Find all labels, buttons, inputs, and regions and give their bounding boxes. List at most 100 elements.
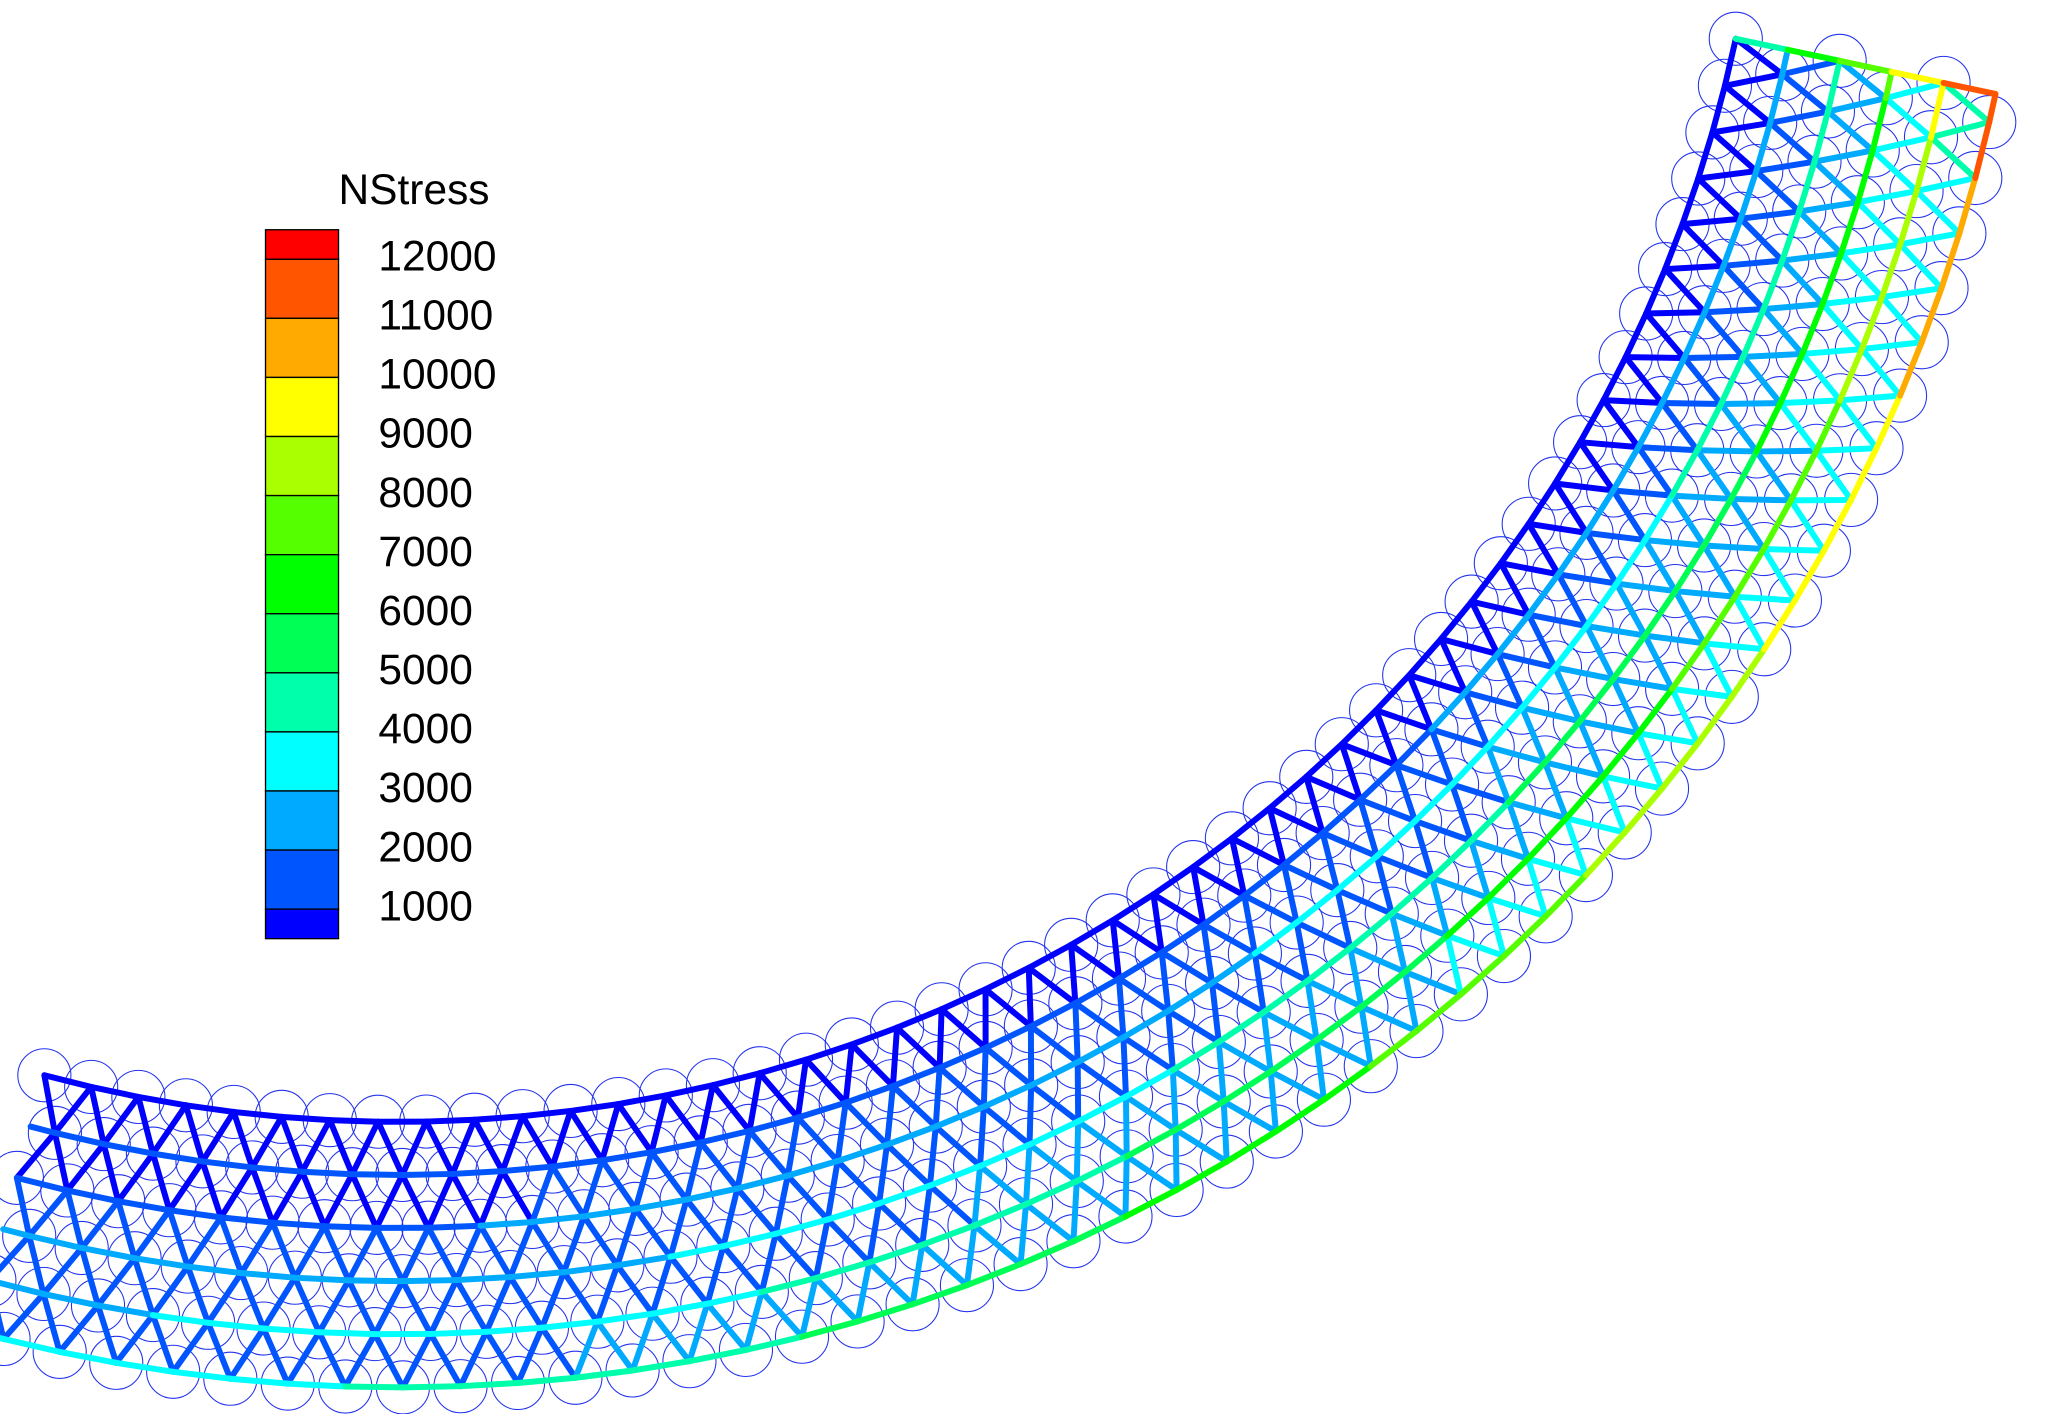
mesh-edge <box>938 986 989 1013</box>
mesh-edge <box>1796 208 1845 257</box>
mesh-edge <box>1027 1000 1079 1030</box>
mesh-edge <box>1070 1178 1080 1245</box>
mesh-edge <box>1928 119 1993 141</box>
mesh-edge <box>1555 571 1590 630</box>
mesh-edge <box>632 1205 674 1260</box>
mesh-edge <box>848 1041 896 1090</box>
mesh-edge <box>1642 588 1679 639</box>
mesh-edge <box>1251 950 1311 984</box>
mesh-edge <box>427 1330 464 1390</box>
mesh-edge <box>667 1196 690 1260</box>
mesh-edge <box>1761 597 1798 653</box>
mesh-edge <box>683 1196 727 1250</box>
mesh-edge <box>549 1107 574 1170</box>
mesh-edge <box>704 1288 765 1307</box>
legend-swatch <box>264 731 340 792</box>
mesh-edge <box>1720 262 1767 313</box>
mesh-edge <box>1824 108 1876 154</box>
mesh-edge <box>399 1277 460 1285</box>
mesh-edge <box>1938 230 1963 292</box>
mesh-edge <box>1672 542 1708 595</box>
mesh-edge <box>758 1275 819 1295</box>
mesh-edge <box>1074 1034 1127 1066</box>
mesh-edge <box>1854 147 1876 206</box>
mesh-edge <box>1303 741 1345 780</box>
mesh-edge <box>1701 542 1738 600</box>
node-circle <box>1708 11 1763 66</box>
mesh-edge <box>1293 919 1354 952</box>
mesh-edge <box>742 1288 765 1353</box>
node-circle <box>1539 791 1594 846</box>
legend-swatch <box>264 553 340 615</box>
mesh-edge <box>1190 864 1207 928</box>
mesh-edge <box>560 1262 621 1276</box>
mesh-edge <box>1303 773 1364 803</box>
mesh-edge <box>135 1093 189 1109</box>
mesh-edge <box>1402 968 1464 998</box>
mesh-edge <box>549 1163 587 1220</box>
mesh-edge <box>1583 529 1620 587</box>
mesh-edge <box>1837 392 1904 404</box>
mesh-edge <box>812 1216 831 1282</box>
mesh-edge <box>170 1368 234 1382</box>
node-circle <box>662 1334 717 1389</box>
node-circle <box>1217 868 1272 923</box>
mesh-edge <box>1848 445 1880 503</box>
mesh-edge <box>1854 199 1904 248</box>
node-circle <box>1470 626 1525 682</box>
mesh-edge <box>1468 837 1531 862</box>
mesh-edge <box>1525 571 1562 618</box>
mesh-edge <box>1017 1201 1030 1268</box>
mesh-edge <box>1555 571 1620 587</box>
mesh-edge <box>1869 95 1889 154</box>
mesh-edge <box>1600 397 1666 406</box>
mesh-edge <box>982 964 1032 993</box>
mesh-edge <box>1358 1003 1374 1070</box>
mesh-edge <box>1940 79 1999 97</box>
mesh-edge <box>1679 221 1727 269</box>
mesh-edge <box>971 1222 1024 1268</box>
mesh-edge <box>963 1222 978 1289</box>
mesh-edge <box>742 1333 806 1353</box>
node-circle <box>16 1266 71 1322</box>
mesh-edge <box>538 1269 567 1331</box>
mesh-edge <box>734 1185 779 1237</box>
mesh-edge <box>1577 397 1607 446</box>
mesh-edge <box>41 1072 95 1090</box>
mesh-edge <box>88 1083 107 1148</box>
node-circle <box>1413 611 1469 667</box>
node-circle <box>1685 105 1740 160</box>
mesh-edge <box>1600 773 1628 836</box>
mesh-edge <box>1732 35 1786 78</box>
mesh-edge <box>1497 520 1532 567</box>
node-circle <box>748 1206 803 1261</box>
node-circle <box>1704 669 1759 724</box>
mesh-edge <box>1017 1238 1077 1268</box>
mesh-edge <box>1635 730 1701 747</box>
mesh-edge <box>1165 1007 1222 1045</box>
mesh-edge <box>1659 399 1701 454</box>
node-circle <box>885 1277 940 1332</box>
mesh-edge <box>812 1275 861 1325</box>
mesh-edge <box>115 1198 173 1214</box>
mesh-edge <box>1838 250 1885 301</box>
mesh-edge <box>1494 651 1558 671</box>
mesh-edge <box>1072 1000 1127 1041</box>
mesh-edge <box>1635 685 1676 737</box>
mesh-edge <box>0 1280 47 1297</box>
mesh-edge <box>1767 108 1831 126</box>
mesh-edge <box>499 1168 536 1225</box>
mesh-edge <box>1694 447 1760 455</box>
mesh-edge <box>316 1329 378 1338</box>
mesh-edge <box>1122 1093 1179 1133</box>
mesh-edge <box>1681 309 1708 361</box>
mesh-edge <box>1449 781 1475 844</box>
mesh-edge <box>686 1300 711 1365</box>
node-circle <box>696 1219 751 1274</box>
mesh-edge <box>88 1083 142 1100</box>
mesh-edge <box>166 1207 224 1221</box>
legend-tick-label: 10000 <box>378 352 496 399</box>
mesh-edge <box>1552 439 1584 487</box>
mesh-edge <box>1787 447 1820 504</box>
mesh-edge <box>1220 1098 1279 1135</box>
